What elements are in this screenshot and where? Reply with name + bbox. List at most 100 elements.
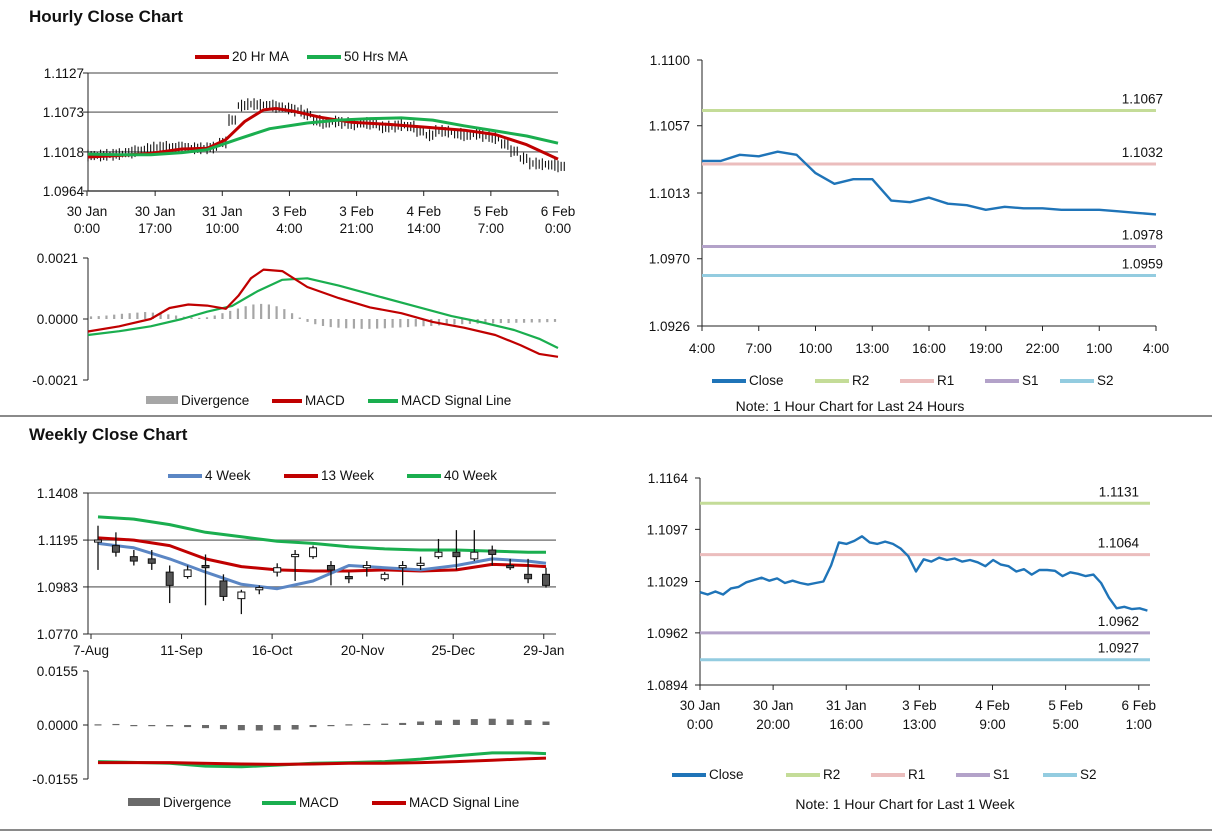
y-tick-label: 1.0770 [37,627,78,642]
legend-weekly-divergence-swatch [128,798,160,806]
x-tick-label: 31 Jan [202,204,243,219]
x-tick-label: 16-Oct [252,643,293,658]
y-tick-label: 1.1127 [44,66,84,81]
legend-20hr-label: 20 Hr MA [232,49,289,64]
legend-13week-label: 13 Week [321,468,374,483]
x-tick-label: 3 Feb [339,204,374,219]
y-tick-label: 0.0000 [37,312,78,327]
x-tick-label: 1:00 [1086,341,1112,356]
divergence-bar [184,725,192,728]
divergence-bar [94,724,102,726]
divergence-bar [524,720,532,725]
legend-divergence-swatch [146,396,178,404]
x-tick-label: 7:00 [478,221,504,236]
y-tick-label: 1.1018 [43,145,84,160]
x-tick-label: 1:00 [1126,717,1152,732]
candle-body [129,556,138,562]
x-tick-label: 0:00 [687,717,713,732]
y-tick-label: 1.0962 [647,626,688,641]
x-tick-label: 5 Feb [474,204,509,219]
macd-line [87,268,559,358]
x-tick-label: 5:00 [1052,717,1078,732]
candle-body [255,587,264,591]
divergence-bar [434,720,442,725]
divergence-bar [202,725,210,729]
divergence-bar [363,723,371,726]
y-tick-label: -0.0155 [32,772,78,787]
legend-r2-label: R2 [852,373,869,388]
candle-body [542,573,550,586]
x-tick-label: 0:00 [74,221,100,236]
divergence-bar [130,725,138,727]
x-tick-label: 13:00 [902,717,936,732]
legend-weekly-macd-label: MACD [299,795,339,810]
candle-body [524,573,533,580]
divergence-bar [381,723,389,725]
y-tick-label: 1.0894 [647,678,689,693]
candle-body [291,553,300,558]
x-tick-label: 4:00 [689,341,715,356]
y-tick-label: 1.1073 [43,105,84,120]
candle-body [273,567,282,573]
candle-body [488,549,497,555]
divergence-bar [452,719,460,725]
candle-body [362,564,371,569]
x-tick-label: 31 Jan [826,698,867,713]
y-tick-label: 1.1029 [647,575,688,590]
weekly-section-title: Weekly Close Chart [29,425,188,444]
candle-body [434,551,443,558]
level-label-r2: 1.1067 [1122,91,1163,106]
divergence-bar [417,721,425,725]
close-line [702,150,1157,216]
y-tick-label: 1.0964 [43,184,85,199]
level-label-r2: 1.1131 [1099,484,1139,499]
x-tick-label: 21:00 [340,221,374,236]
divergence-bar [273,725,281,731]
candle-body [506,564,515,569]
macd-signal-line [87,277,559,349]
x-tick-label: 3 Feb [902,698,937,713]
y-tick-label: 1.0970 [649,252,690,267]
x-tick-label: 7:00 [746,341,772,356]
x-tick-label: 19:00 [969,341,1003,356]
candle-body [416,562,425,566]
x-tick-label: 17:00 [138,221,172,236]
x-tick-label: 22:00 [1026,341,1060,356]
level-label-s2: 1.0959 [1122,257,1163,272]
legend-weekly-s2-label: S2 [1080,767,1097,782]
y-tick-label: 0.0021 [37,251,78,266]
candle-body [165,571,174,586]
candle-body [237,591,246,600]
weekly-note: Note: 1 Hour Chart for Last 1 Week [795,796,1015,812]
legend-weekly-signal-label: MACD Signal Line [409,795,519,810]
candle-body [219,580,228,597]
x-tick-label: 30 Jan [135,204,176,219]
y-tick-label: 1.1195 [38,533,78,548]
divergence-bar [112,723,120,726]
divergence-bar [470,719,478,725]
x-tick-label: 0:00 [545,221,571,236]
divergence-bar [237,725,245,731]
x-tick-label: 30 Jan [680,698,721,713]
x-tick-label: 25-Dec [431,643,475,658]
x-tick-label: 14:00 [407,221,441,236]
x-tick-label: 6 Feb [541,204,576,219]
y-tick-label: 1.1013 [649,186,690,201]
x-tick-label: 3 Feb [272,204,307,219]
divergence-bar [542,721,550,725]
x-tick-label: 16:00 [912,341,946,356]
candle-body [470,551,479,560]
legend-weekly-s1-label: S1 [993,767,1010,782]
ma20-line [87,107,559,161]
x-tick-label: 6 Feb [1121,698,1156,713]
candle-body [326,564,335,571]
x-tick-label: 30 Jan [67,204,108,219]
divergence-bar [309,725,317,728]
level-label-s1: 1.0978 [1122,228,1163,243]
hourly-section-title: Hourly Close Chart [29,7,183,26]
x-tick-label: 4:00 [276,221,302,236]
y-tick-label: -0.0021 [32,373,78,388]
x-tick-label: 29-Jan [523,643,564,658]
y-tick-label: 1.1164 [648,471,689,486]
